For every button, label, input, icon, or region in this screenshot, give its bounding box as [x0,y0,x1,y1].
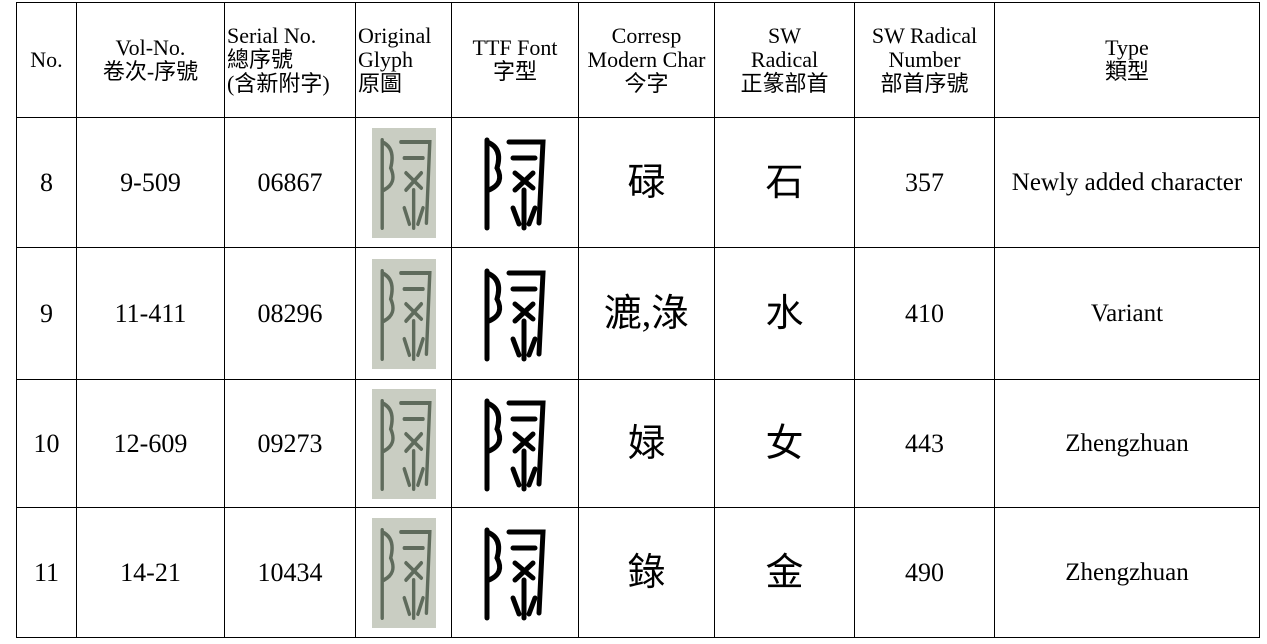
cell-modern: 錄 [578,507,715,638]
cell-no: 9 [16,247,77,380]
cell-vol: 12-609 [76,379,225,508]
column-header: Serial No. 總序號 (含新附字) [224,2,356,118]
original-glyph-image [371,517,436,628]
header-line: Serial No. [227,23,317,48]
header-line: 部首序號 [880,71,969,96]
cell-type: Zhengzhuan [994,507,1260,638]
original-glyph-cell [355,379,452,508]
original-glyph-cell [355,117,452,248]
column-header: SW Radical Number 部首序號 [854,2,995,118]
header-line: 正篆部首 [740,71,829,96]
ttf-glyph-cell [451,117,579,248]
header-row: No. Vol-No. 卷次-序號 Serial No. 總序號 (含新附字) Origin… [16,2,1260,118]
original-glyph-image [371,127,436,238]
table-body: 8 9-509 06867 碌石 357 Newly added character 9 11… [16,117,1260,638]
table-row: 11 14-21 10434 錄金 490 Zhengzhuan [16,507,1260,638]
header-line: TTF Font [472,35,558,60]
table-row: 10 12-609 09273 娽女 443 Zhengzhuan [16,379,1260,508]
ttf-glyph-image [484,137,546,230]
original-glyph-image [371,258,436,369]
cell-vol: 9-509 [76,117,225,248]
column-header: Corresp Modern Char 今字 [578,2,715,118]
ttf-glyph-image [484,268,546,361]
cell-serial: 08296 [224,247,356,380]
cell-vol: 11-411 [76,247,225,380]
header-line: No. [30,47,63,72]
original-glyph-image [371,388,436,499]
cell-no: 10 [16,379,77,508]
header-line: 卷次-序號 [102,59,199,84]
header-line: Modern Char [587,47,706,72]
cell-modern: 娽 [578,379,715,508]
table-row: 9 11-411 08296 漉,淥水 410 Variant [16,247,1260,380]
column-header: Vol-No. 卷次-序號 [76,2,225,118]
header-line: Glyph [358,47,413,72]
cell-type: Variant [994,247,1260,380]
cell-vol: 14-21 [76,507,225,638]
header-line: 類型 [1104,59,1149,84]
header-line: Corresp [611,23,682,48]
cell-radical: 石 [714,117,855,248]
header-line: 總序號 [227,47,294,72]
cell-radical: 水 [714,247,855,380]
glyph-table: No. Vol-No. 卷次-序號 Serial No. 總序號 (含新附字) Origin… [16,2,1260,638]
cell-type: Zhengzhuan [994,379,1260,508]
cell-radical-number: 357 [854,117,995,248]
column-header: Type 類型 [994,2,1260,118]
header-line: (含新附字) [227,71,330,96]
ttf-glyph-cell [451,379,579,508]
header-line: Number [888,47,961,72]
header-line: Type [1105,35,1149,60]
cell-serial: 06867 [224,117,356,248]
header-line: 原圖 [358,71,403,96]
header-line: Radical [750,47,819,72]
cell-radical-number: 410 [854,247,995,380]
column-header: No. [16,2,77,118]
column-header: SW Radical 正篆部首 [714,2,855,118]
cell-no: 11 [16,507,77,638]
header-line: SW [768,23,801,48]
cell-radical: 女 [714,379,855,508]
cell-modern: 漉,淥 [578,247,715,380]
cell-radical: 金 [714,507,855,638]
cell-radical-number: 490 [854,507,995,638]
header-line: Original [358,23,432,48]
header-line: SW Radical [871,23,978,48]
cell-type: Newly added character [994,117,1260,248]
cell-no: 8 [16,117,77,248]
header-line: 字型 [492,59,537,84]
table-row: 8 9-509 06867 碌石 357 Newly added character [16,117,1260,248]
original-glyph-cell [355,247,452,380]
original-glyph-cell [355,507,452,638]
ttf-glyph-cell [451,247,579,380]
column-header: Original Glyph 原圖 [355,2,452,118]
column-header: TTF Font 字型 [451,2,579,118]
cell-serial: 09273 [224,379,356,508]
header-line: Vol-No. [115,35,186,60]
ttf-glyph-image [484,527,546,620]
ttf-glyph-image [484,398,546,491]
header-line: 今字 [624,71,669,96]
cell-radical-number: 443 [854,379,995,508]
cell-modern: 碌 [578,117,715,248]
cell-serial: 10434 [224,507,356,638]
ttf-glyph-cell [451,507,579,638]
